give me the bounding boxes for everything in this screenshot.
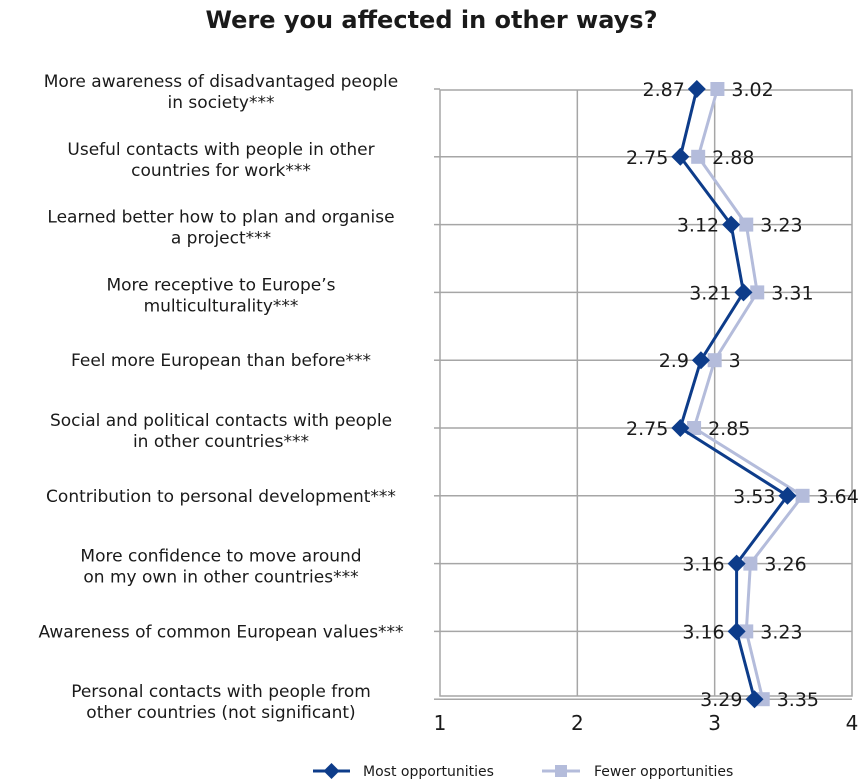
- category-label-line: in other countries***: [133, 432, 309, 452]
- data-label: 2.87: [643, 79, 685, 101]
- plot-area-frame: [439, 89, 853, 697]
- x-tick-label: 4: [846, 711, 859, 735]
- data-point-diamond: [727, 554, 746, 573]
- data-point-square: [707, 353, 722, 368]
- category-label: Contribution to personal development***: [46, 487, 396, 507]
- x-tick-label: 1: [434, 711, 447, 735]
- data-label: 3.53: [733, 486, 775, 508]
- category-label: More receptive to Europe’s multiculturali…: [106, 275, 335, 316]
- category-label-line: Learned better how to plan and organise: [47, 208, 394, 228]
- data-point-diamond: [734, 283, 753, 302]
- data-label: 3.64: [817, 486, 859, 508]
- data-point-square: [750, 285, 765, 300]
- category-label: Personal contacts with people from other …: [71, 682, 371, 723]
- data-point-diamond: [727, 622, 746, 641]
- category-label-line: countries for work***: [131, 161, 311, 181]
- x-tick-label: 3: [708, 711, 721, 735]
- data-point-diamond: [671, 147, 690, 166]
- category-label: Useful contacts with people in other coun…: [67, 140, 374, 181]
- data-point-square: [687, 421, 702, 435]
- data-point-diamond: [778, 486, 797, 505]
- data-point-diamond: [691, 351, 710, 370]
- legend-marker-diamond: [323, 763, 340, 779]
- category-label: More confidence to move around on my own …: [80, 547, 361, 588]
- series-line: [678, 88, 790, 700]
- data-label: 2.75: [626, 147, 668, 169]
- category-label-line: in society***: [168, 93, 275, 113]
- data-label: 3.23: [760, 215, 802, 237]
- data-label: 3.23: [760, 621, 802, 643]
- category-label-line: a project***: [171, 229, 271, 249]
- data-label: 3.26: [764, 554, 806, 576]
- data-point-diamond: [722, 215, 741, 234]
- legend-label: Fewer opportunities: [594, 764, 733, 780]
- category-label-line: More receptive to Europe’s: [106, 275, 335, 295]
- data-point-square: [739, 624, 754, 639]
- category-label-line: multiculturality***: [144, 296, 299, 316]
- data-label: 2.75: [626, 418, 668, 440]
- category-label-line: other countries (not significant): [86, 703, 355, 723]
- category-label-line: Contribution to personal development***: [46, 487, 396, 507]
- data-label: 3.16: [682, 621, 724, 643]
- data-point-diamond: [745, 690, 764, 709]
- data-point-square: [743, 556, 758, 571]
- data-point-square: [795, 488, 810, 503]
- data-label: 3.12: [677, 215, 719, 237]
- category-label: Awareness of common European values***: [38, 622, 403, 642]
- data-label: 3.16: [682, 554, 724, 576]
- category-label-line: Feel more European than before***: [71, 351, 371, 371]
- data-label: 3.29: [700, 689, 742, 711]
- category-label: Feel more European than before***: [71, 351, 371, 371]
- data-point-diamond: [671, 419, 690, 437]
- category-label: Social and political contacts with peopl…: [50, 411, 392, 452]
- category-label-line: Social and political contacts with peopl…: [50, 411, 392, 431]
- data-label: 3.35: [777, 689, 819, 711]
- data-label: 2.85: [708, 418, 750, 440]
- data-point-diamond: [687, 80, 706, 98]
- category-label-line: Personal contacts with people from: [71, 682, 371, 702]
- data-label: 3.31: [771, 282, 813, 304]
- category-label-line: Useful contacts with people in other: [67, 140, 374, 160]
- data-label: 3.21: [689, 282, 731, 304]
- data-point-square: [739, 217, 754, 232]
- data-point-square: [691, 149, 706, 164]
- legend-label: Most opportunities: [363, 764, 494, 780]
- legend-marker-square: [555, 765, 567, 777]
- data-point-square: [710, 82, 725, 96]
- category-label-line: More confidence to move around: [80, 547, 361, 567]
- category-label-line: on my own in other countries***: [83, 568, 358, 588]
- chart-title: Were you affected in other ways?: [205, 6, 658, 34]
- category-label-line: More awareness of disadvantaged people: [44, 72, 399, 92]
- data-label: 3: [729, 350, 741, 372]
- x-tick-label: 2: [571, 711, 584, 735]
- series-line: [692, 88, 805, 700]
- category-label-line: Awareness of common European values***: [38, 622, 403, 642]
- category-label: More awareness of disadvantaged people in…: [44, 72, 399, 113]
- data-label: 2.88: [712, 147, 754, 169]
- data-label: 2.9: [659, 350, 689, 372]
- data-label: 3.02: [731, 79, 773, 101]
- category-label: Learned better how to plan and organise a…: [47, 208, 394, 249]
